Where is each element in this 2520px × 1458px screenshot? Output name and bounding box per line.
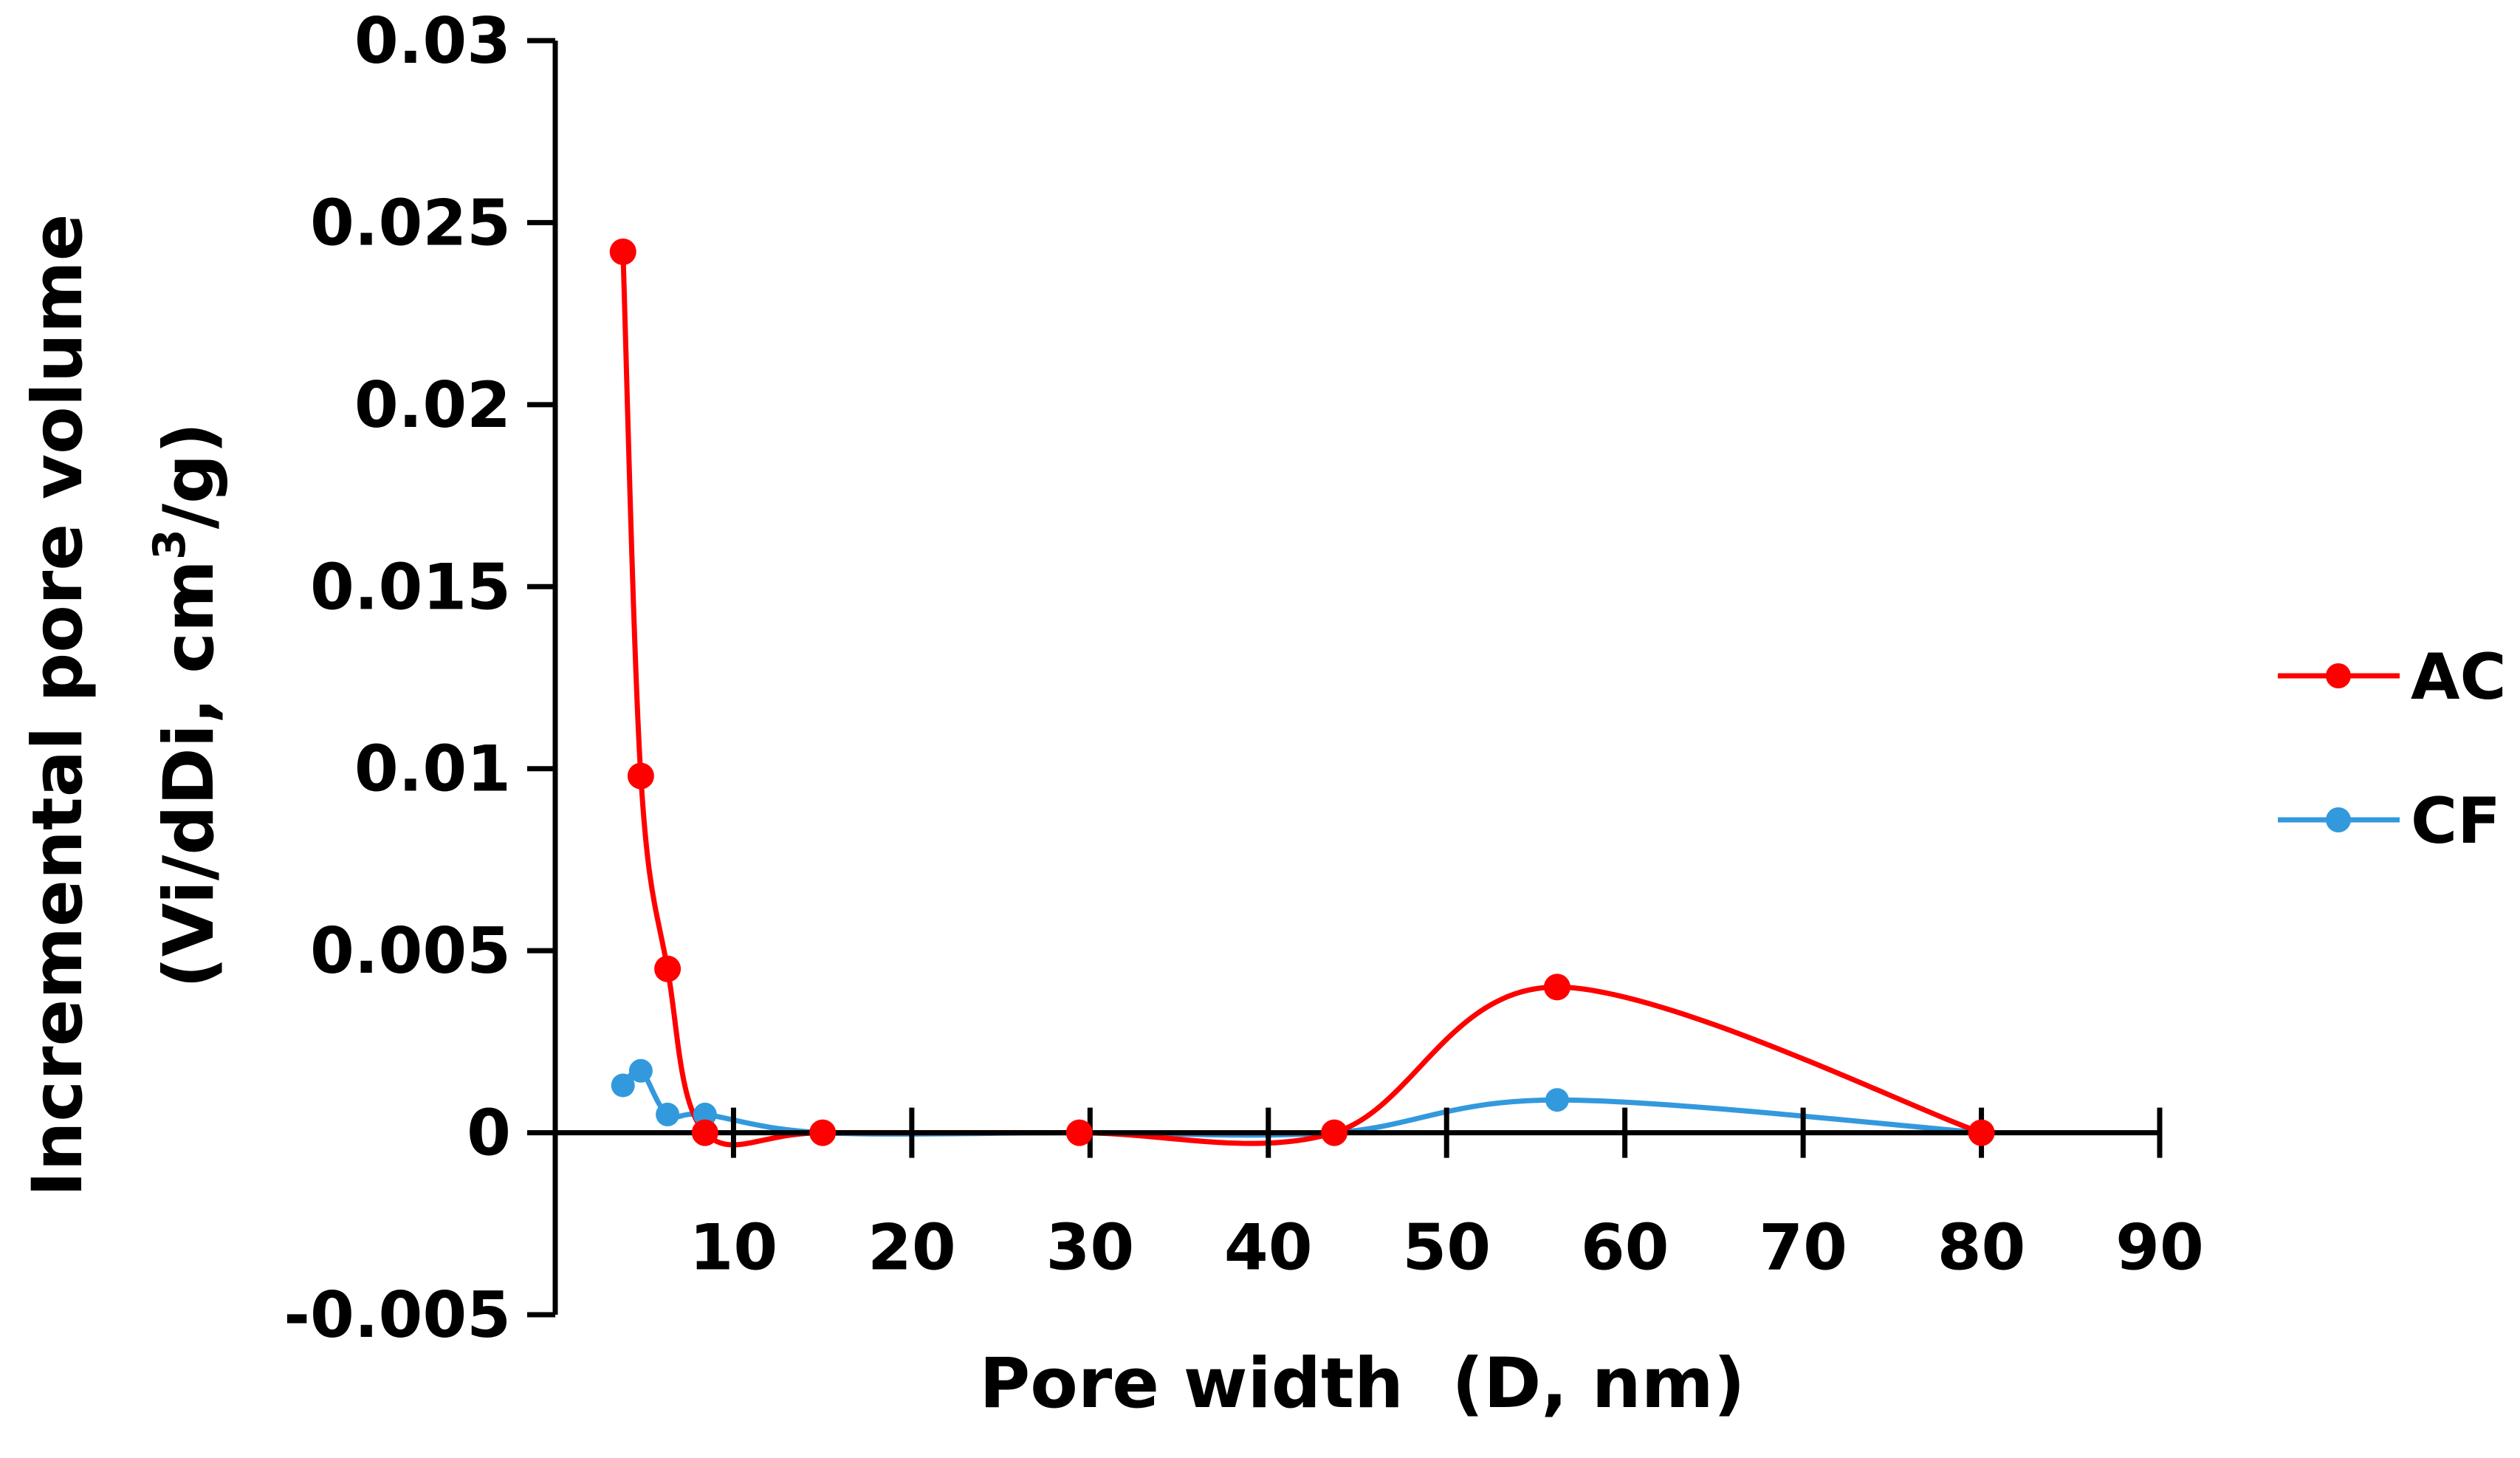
data-point-cf [611,1073,635,1098]
data-point-cf [628,1058,653,1083]
points-layer [609,238,1995,1146]
x-axis-title: Pore width (D, nm) [979,1344,1745,1424]
data-point-ac [654,955,682,982]
y-tick-label: 0.005 [310,914,511,988]
y-tick-label: 0 [467,1097,511,1171]
ticks-layer: -0.005 0 0.005 0.01 0.015 0.02 0.025 0.03 10 20 30… [284,4,2204,1352]
y-tick-label: 0.015 [310,550,511,624]
x-tick-label: 70 [1759,1211,1847,1285]
y-tick-label: -0.005 [284,1279,511,1352]
y-axis-title-unit-suffix: /g) [149,422,230,530]
x-tick-label: 10 [690,1211,778,1285]
legend-label-cf: CF [2411,784,2501,858]
data-point-ac [809,1119,837,1146]
x-tick-label: 20 [868,1211,956,1285]
legend-marker-cf [2326,807,2351,832]
legend-label-ac: AC [2411,640,2507,714]
y-tick-label: 0.01 [354,733,511,807]
data-point-ac [1968,1119,1995,1146]
data-point-ac [627,762,654,790]
y-axis-title-line2: (Vi/dDi, cm3/g) [144,422,230,989]
data-point-ac [1321,1119,1348,1146]
series-line-ac [620,249,1985,1148]
x-tick-label: 40 [1224,1211,1313,1285]
data-point-cf [656,1102,680,1126]
legend-marker-ac [2326,663,2351,688]
y-tick-label: 0.025 [310,186,511,260]
legend: AC CF [2278,640,2507,858]
data-point-cf [1545,1088,1569,1112]
y-axis-title: Incremental pore volume (Vi/dDi, cm3/g) [18,213,230,1197]
y-tick-label: 0.03 [354,4,511,78]
y-tick-label: 0.02 [354,369,511,442]
data-point-ac [1543,973,1570,1001]
y-axis-title-unit-prefix: (Vi/dDi, cm [149,560,230,988]
y-axis-title-line1: Incremental pore volume [18,213,98,1197]
series-layer [620,249,1985,1148]
data-point-cf [693,1102,717,1126]
x-tick-label: 80 [1937,1211,2026,1285]
data-point-ac [609,238,636,265]
x-tick-label: 30 [1046,1211,1134,1285]
data-point-ac [1065,1119,1093,1146]
x-tick-label: 90 [2115,1211,2204,1285]
x-tick-label: 60 [1581,1211,1669,1285]
data-point-ac [691,1119,718,1146]
x-tick-label: 50 [1402,1211,1491,1285]
y-axis-title-unit-superscript: 3 [144,529,196,560]
